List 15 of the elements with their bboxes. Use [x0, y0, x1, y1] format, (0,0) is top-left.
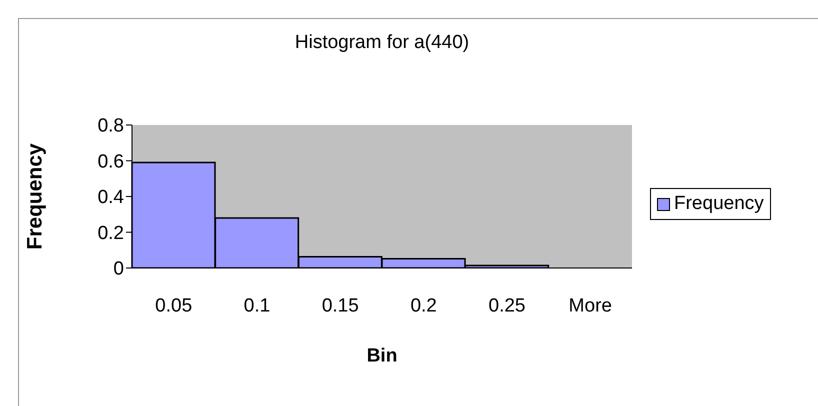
x-tick-label: 0.05 [155, 295, 192, 316]
x-tick-label: More [568, 295, 612, 316]
legend-label: Frequency [674, 193, 764, 215]
x-tick-label: 0.25 [488, 295, 526, 316]
y-tick-label: 0.4 [98, 187, 124, 208]
y-tick-label: 0 [113, 258, 124, 280]
y-tick-label: 0.2 [98, 222, 124, 244]
x-axis-title: Bin [366, 345, 398, 366]
x-tick-label: 0.15 [322, 295, 359, 316]
y-tick-label: 0.6 [98, 151, 124, 172]
x-tick-label: 0.2 [410, 295, 437, 316]
y-tick-label: 0.8 [98, 116, 124, 137]
x-tick-label: 0.1 [244, 295, 270, 316]
y-axis-title: Frequency [23, 143, 46, 250]
chart-title: Histogram for a(440) [294, 32, 470, 54]
